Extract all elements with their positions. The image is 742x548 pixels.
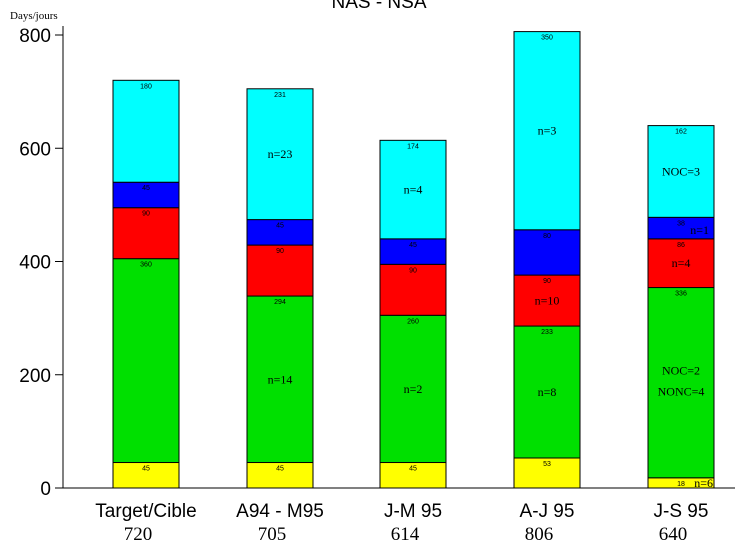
bar-segment: [246, 88, 314, 221]
segment-value-label: 18: [677, 481, 685, 488]
bar-segment: [379, 314, 447, 464]
bar-segment: [513, 31, 581, 231]
bars-group: 45 360 90 45 180 45 294 90 45 231 45 260 90 45 174 53 23…: [112, 31, 715, 489]
x-category-label: J-S 95: [654, 501, 709, 522]
segment-annotation: NOC=2: [662, 364, 700, 378]
x-category-label: A94 - M95: [236, 501, 324, 522]
y-tick-label: 800: [19, 26, 51, 47]
bar-segment: [246, 219, 314, 246]
segment-annotation: n=8: [538, 385, 557, 399]
y-tick-label: 600: [19, 139, 51, 160]
x-category-label: Target/Cible: [95, 501, 196, 522]
bar-total-label: 640: [659, 524, 688, 545]
segment-annotation: n=23: [268, 147, 293, 161]
bar-total-label: 614: [391, 524, 420, 545]
segment-annotation: NOC=3: [662, 164, 700, 178]
segment-annotation: n=2: [404, 382, 423, 396]
segment-value-label: 174: [407, 143, 419, 150]
y-tick-label: 200: [19, 366, 51, 387]
y-tick-label: 400: [19, 253, 51, 274]
segment-value-label: 45: [276, 466, 284, 473]
segment-value-label: 45: [409, 242, 417, 249]
bar-total-label: 720: [124, 524, 153, 545]
segment-value-label: 162: [675, 129, 687, 136]
segment-value-label: 336: [675, 291, 687, 298]
bar-segment: [513, 274, 581, 327]
segment-value-label: 80: [543, 233, 551, 240]
bar-segment: [379, 462, 447, 489]
segment-value-label: 45: [276, 223, 284, 230]
segment-value-label: 294: [274, 299, 286, 306]
segment-annotation: n=4: [404, 183, 423, 197]
bar-segment: [513, 229, 581, 276]
segment-annotation: n=1: [690, 223, 709, 237]
bar-total-label: 705: [258, 524, 287, 545]
segment-annotation: n=6: [694, 476, 713, 490]
bar-segment: [112, 79, 180, 183]
x-category-label: J-M 95: [384, 501, 442, 522]
segment-value-label: 360: [140, 262, 152, 269]
segment-value-label: 45: [142, 466, 150, 473]
bar-segment: [513, 457, 581, 489]
segment-value-label: 180: [140, 83, 152, 90]
segment-value-label: 350: [541, 35, 553, 42]
y-axis-ticks: 0 200 400 600 800: [19, 26, 63, 500]
bar-segment: [112, 258, 180, 464]
bar-segment: [647, 287, 715, 479]
annotations-group: n=23 n=14 n=4 n=2 n=3 n=10 n=8 NOC=3 n=1 n=4 NOC=2…: [268, 124, 713, 490]
segment-annotation: n=3: [538, 124, 557, 138]
chart-title: NAS - NSA: [331, 0, 426, 13]
segment-value-label: 86: [677, 242, 685, 249]
bar-segment: [379, 263, 447, 316]
segment-value-label: 45: [409, 466, 417, 473]
bar-segment: [246, 462, 314, 489]
bar-segment: [246, 244, 314, 297]
segment-value-label: 90: [409, 267, 417, 274]
bar-segment: [513, 325, 581, 459]
bar-segment: [647, 125, 715, 218]
bar-segment: [379, 238, 447, 265]
segment-annotation: NONC=4: [658, 385, 705, 399]
bar-segment: [647, 238, 715, 289]
bar-total-label: 806: [525, 524, 554, 545]
segment-value-label: 90: [142, 211, 150, 218]
x-category-label: A-J 95: [520, 501, 575, 522]
y-tick-label: 0: [40, 479, 51, 500]
bar-segment: [112, 462, 180, 489]
y-axis-label: Days/jours: [10, 10, 58, 22]
segment-annotation: n=14: [268, 372, 293, 386]
segment-value-label: 38: [677, 220, 685, 227]
segment-annotation: n=4: [672, 256, 691, 270]
segment-annotation: n=10: [535, 294, 560, 308]
segment-value-label: 53: [543, 461, 551, 468]
segment-value-label: 90: [276, 248, 284, 255]
segment-value-label: 90: [543, 278, 551, 285]
segment-value-label: 231: [274, 92, 286, 99]
bar-segment: [379, 139, 447, 240]
segment-value-label: 233: [541, 329, 553, 336]
segment-value-label: 45: [142, 185, 150, 192]
segment-value-label: 260: [407, 318, 419, 325]
bar-segment: [112, 207, 180, 260]
bar-segment: [112, 181, 180, 209]
bar-segment: [246, 295, 314, 464]
